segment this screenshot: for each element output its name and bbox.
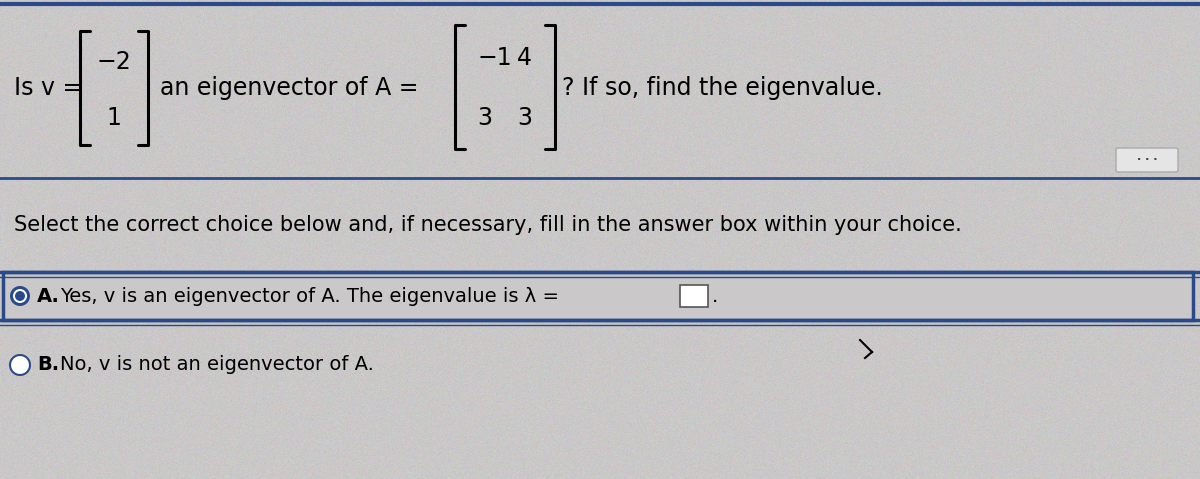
Text: No, v is not an eigenvector of A.: No, v is not an eigenvector of A. <box>60 355 374 375</box>
Text: 1: 1 <box>107 106 121 130</box>
Text: · · ·: · · · <box>1136 155 1157 165</box>
Text: .: . <box>712 286 719 306</box>
Text: Is v =: Is v = <box>14 76 83 100</box>
Text: 4: 4 <box>517 46 532 70</box>
Text: B.: B. <box>37 355 59 375</box>
FancyBboxPatch shape <box>680 285 708 307</box>
Circle shape <box>13 289 28 303</box>
Circle shape <box>10 286 30 306</box>
Text: Select the correct choice below and, if necessary, fill in the answer box within: Select the correct choice below and, if … <box>14 215 961 235</box>
Text: ? If so, find the eigenvalue.: ? If so, find the eigenvalue. <box>562 76 883 100</box>
Text: Yes, v is an eigenvector of A. The eigenvalue is λ =: Yes, v is an eigenvector of A. The eigen… <box>60 286 559 306</box>
Text: −2: −2 <box>97 50 131 74</box>
Text: 3: 3 <box>478 106 492 130</box>
Text: −1: −1 <box>478 46 511 70</box>
Text: an eigenvector of A =: an eigenvector of A = <box>160 76 419 100</box>
Text: A.: A. <box>37 286 60 306</box>
FancyBboxPatch shape <box>2 272 1193 320</box>
Circle shape <box>10 355 30 375</box>
Circle shape <box>14 291 25 301</box>
FancyBboxPatch shape <box>1116 148 1178 172</box>
Text: 3: 3 <box>517 106 532 130</box>
